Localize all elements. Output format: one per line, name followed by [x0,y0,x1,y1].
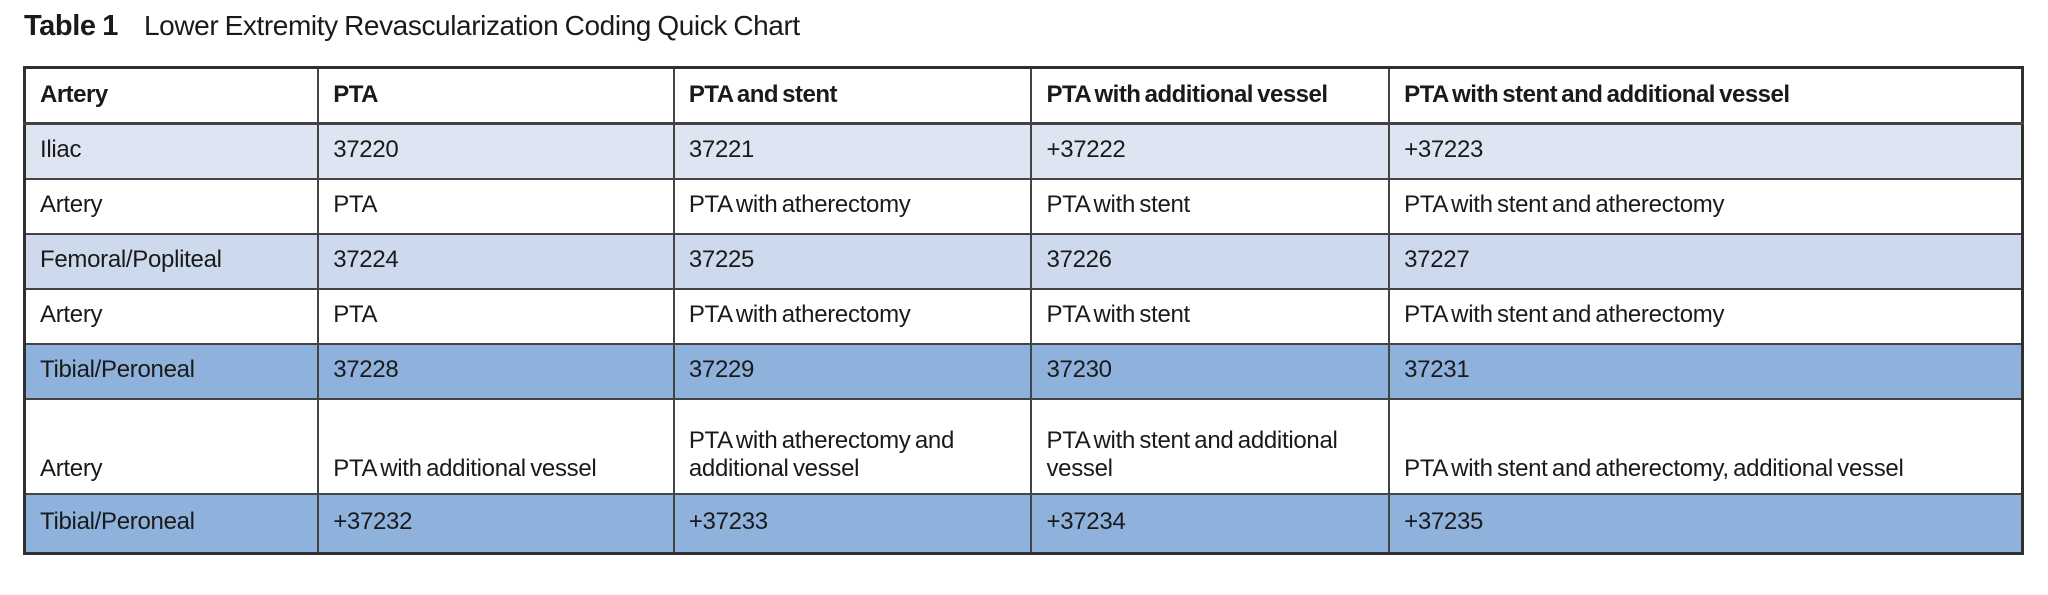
table-row: Femoral/Popliteal 37224 37225 37226 37227 [23,232,2024,290]
table-cell: 37221 [672,122,1033,180]
table-cell: +37232 [317,492,675,555]
table-cell: PTA with stent and atherectomy, addition… [1388,397,2024,495]
table-row: Tibial/Peroneal 37228 37229 37230 37231 [23,342,2024,400]
table-caption-number: Table 1 [24,10,118,42]
artery-cell: Artery [23,397,320,495]
table-header: Artery PTA PTA and stent PTA with additiona… [23,66,2024,125]
table-cell: PTA with stent [1030,177,1391,235]
artery-cell: Femoral/Popliteal [23,232,320,290]
artery-cell: Tibial/Peroneal [23,492,320,555]
table-row: Artery PTA PTA with atherectomy PTA with st… [23,287,2024,345]
table-cell: 37225 [672,232,1033,290]
column-header: PTA and stent [672,66,1033,125]
column-header: PTA with additional vessel [1030,66,1391,125]
table-caption-title: Lower Extremity Revascularization Coding… [143,10,800,41]
table-cell: +37234 [1030,492,1391,555]
table-row: Artery PTA PTA with atherectomy PTA with st… [23,177,2024,235]
table-cell: 37224 [317,232,675,290]
table-cell: +37235 [1388,492,2024,555]
table-cell: +37222 [1030,122,1391,180]
table-cell: 37230 [1030,342,1391,400]
table-cell: PTA with additional vessel [317,397,675,495]
header-row: Artery PTA PTA and stent PTA with additiona… [23,66,2024,125]
artery-cell: Artery [23,287,320,345]
artery-cell: Artery [23,177,320,235]
table-cell: PTA with stent and atherectomy [1388,177,2024,235]
table-cell: 37231 [1388,342,2024,400]
table-cell: 37229 [672,342,1033,400]
table-row: Tibial/Peroneal +37232 +37233 +37234 +37235 [23,492,2024,555]
table-row: Artery PTA with additional vessel PTA with… [23,397,2024,495]
column-header: Artery [23,66,320,125]
column-header: PTA [317,66,675,125]
table-cell: 37226 [1030,232,1391,290]
table-cell: PTA with stent and additional vessel [1030,397,1391,495]
table-cell: PTA [317,177,675,235]
table-body: Iliac 37220 37221 +37222 +37223 Artery PTA PTA … [23,122,2024,555]
artery-cell: Tibial/Peroneal [23,342,320,400]
table-cell: +37223 [1388,122,2024,180]
table-cell: PTA [317,287,675,345]
table-cell: +37233 [672,492,1033,555]
table-cell: PTA with atherectomy [672,177,1033,235]
table-row: Iliac 37220 37221 +37222 +37223 [23,122,2024,180]
table-cell: PTA with atherectomy and additional vess… [672,397,1033,495]
table-cell: 37228 [317,342,675,400]
table-cell: PTA with atherectomy [672,287,1033,345]
table-cell: PTA with stent and atherectomy [1388,287,2024,345]
table-cell: 37227 [1388,232,2024,290]
table-caption: Table 1 Lower Extremity Revascularization… [24,10,800,43]
coding-quick-chart-table: Artery PTA PTA and stent PTA with additiona… [23,66,2024,555]
table-cell: 37220 [317,122,675,180]
artery-cell: Iliac [23,122,320,180]
table-cell: PTA with stent [1030,287,1391,345]
column-header: PTA with stent and additional vessel [1388,66,2024,125]
